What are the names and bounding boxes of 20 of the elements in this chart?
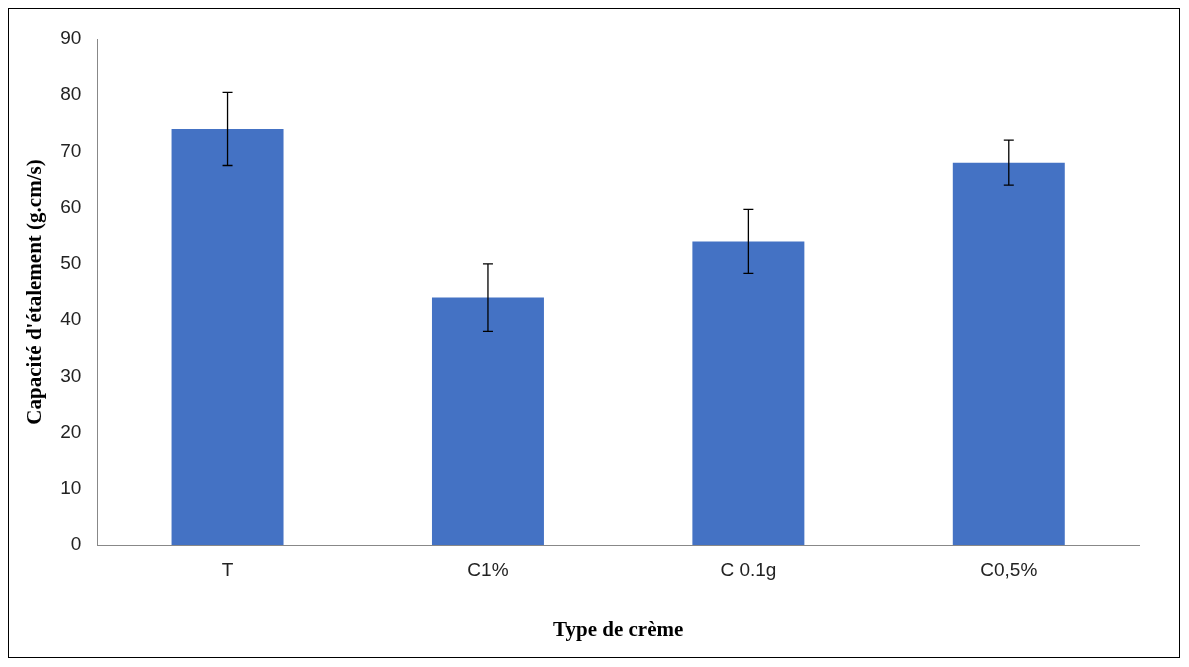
y-tick-label: 70 [60, 139, 82, 161]
x-tick-label: C0,5% [980, 558, 1038, 580]
y-tick-label: 90 [60, 27, 82, 49]
x-tick-label: T [221, 558, 234, 580]
y-axis-title: Capacité d'étalement (g.cm/s) [22, 159, 47, 425]
y-tick-label: 10 [60, 477, 82, 499]
y-tick-label: 20 [60, 420, 82, 442]
x-tick-label: C1% [467, 558, 509, 580]
bar [431, 297, 544, 545]
x-tick-label: C 0.1g [720, 558, 777, 580]
y-tick-label: 40 [60, 308, 82, 330]
y-tick-label: 50 [60, 252, 82, 274]
y-tick-label: 30 [60, 364, 82, 386]
bar [952, 162, 1065, 545]
y-tick-label: 60 [60, 195, 82, 217]
x-axis-title: Type de crème [553, 616, 684, 641]
bar [692, 241, 805, 545]
y-tick-label: 0 [70, 533, 82, 555]
bar [171, 128, 284, 545]
y-tick-label: 80 [60, 83, 82, 105]
